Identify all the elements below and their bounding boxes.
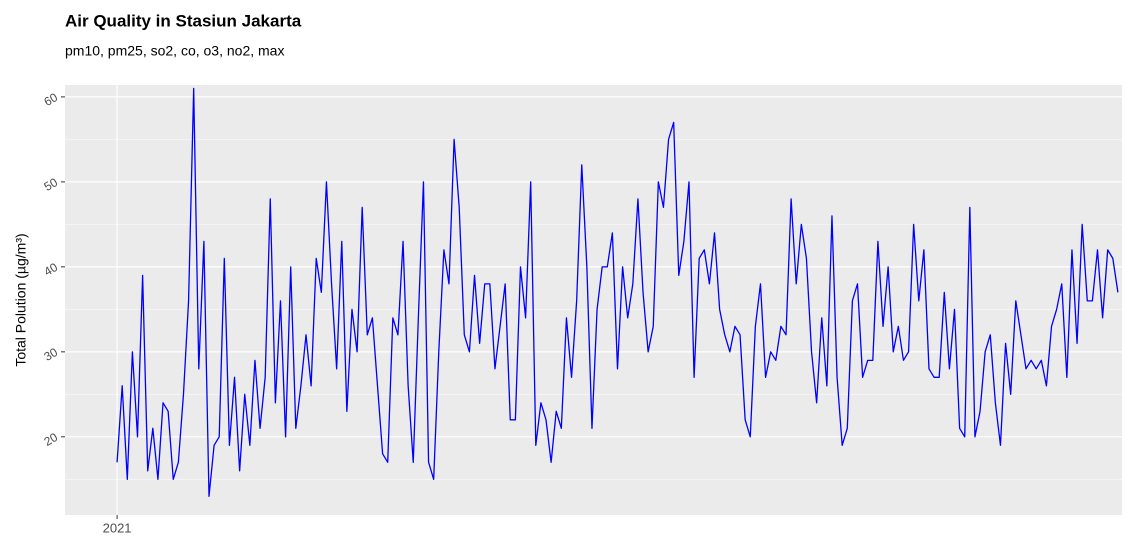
x-tick-label: 2021 bbox=[103, 520, 132, 535]
data-line bbox=[116, 87, 1119, 497]
chart-subtitle: pm10, pm25, so2, co, o3, no2, max bbox=[65, 43, 284, 59]
y-tick-label: 20 bbox=[42, 430, 61, 449]
y-axis-label: Total Polution (µg/m³) bbox=[13, 233, 29, 366]
y-tick-label: 30 bbox=[42, 345, 61, 364]
y-tick-label: 50 bbox=[42, 175, 61, 194]
chart-title: Air Quality in Stasiun Jakarta bbox=[65, 11, 302, 30]
y-tick-label: 40 bbox=[42, 260, 61, 279]
y-tick-label: 60 bbox=[42, 90, 61, 109]
